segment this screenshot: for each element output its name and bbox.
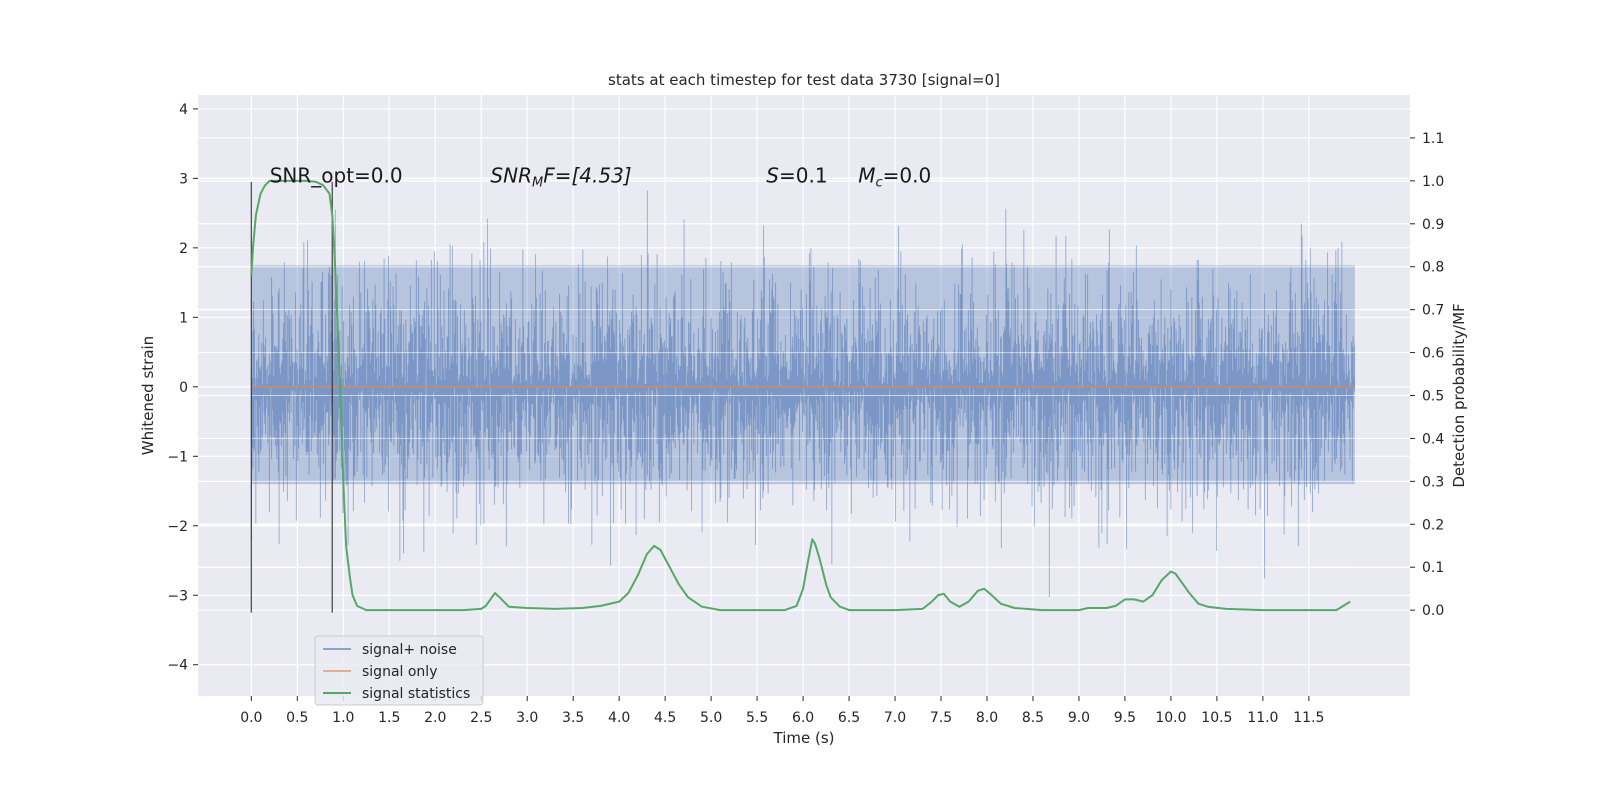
axes: 0.0 0.5 1.0 1.5 2.0 2.5 3.0 3.5 4.0 4.5 5.0 5.5 6.0 6…: [167, 102, 1444, 726]
y2-axis-label: Detection probability/MF: [1450, 303, 1468, 487]
x-tick-label-2: 1.0: [332, 710, 354, 726]
signal-statistics-line: [250, 179, 1351, 612]
x-tick-label-17: 8.5: [1022, 710, 1044, 726]
markers: [250, 181, 333, 613]
snr-mf-rest: F=[4.53]: [543, 163, 631, 187]
mc-val-sub: c: [876, 175, 883, 190]
y-tick-label-7: 3: [179, 171, 188, 187]
x-tick-label-7: 3.5: [562, 710, 584, 726]
x-axis-label: Time (s): [773, 729, 835, 747]
x-tick-label-15: 7.5: [930, 710, 952, 726]
y-tick-label-3: −1: [167, 449, 188, 465]
y-axis-label: Whitened strain: [139, 336, 157, 455]
mc-val-main: M: [858, 163, 875, 187]
annotation-snr-opt: SNR_opt=0.0: [270, 163, 403, 187]
noise-core-band: [251, 265, 1355, 485]
annotations: SNR_opt=0.0 SNRMF=[4.53] S=0.1 Mc=0.0: [270, 163, 932, 190]
y-tick-label-8: 4: [179, 102, 188, 118]
x-tick-label-10: 5.0: [700, 710, 722, 726]
y2-tick-label-9: 0.9: [1422, 217, 1444, 233]
legend-label-signal-only: signal only: [362, 664, 437, 680]
annotation-snr-mf: SNRMF=[4.53]: [490, 163, 631, 190]
x-tick-label-11: 5.5: [746, 710, 768, 726]
x-tick-label-19: 9.5: [1114, 710, 1136, 726]
y2-tick-label-11: 1.1: [1422, 131, 1444, 147]
y2-tick-label-6: 0.6: [1422, 346, 1444, 362]
x-tick-label-1: 0.5: [286, 710, 308, 726]
legend-box: [314, 635, 484, 706]
y2-tick-label-8: 0.8: [1422, 260, 1444, 276]
x-tick-label-6: 3.0: [516, 710, 538, 726]
x-tick-label-13: 6.5: [838, 710, 860, 726]
x-tick-label-3: 1.5: [378, 710, 400, 726]
y-tick-label-0: −4: [167, 658, 188, 674]
s-val-rest: =0.1: [779, 163, 828, 187]
x-tick-label-9: 4.5: [654, 710, 676, 726]
annotation-s-val: S=0.1: [766, 163, 827, 187]
x-tick-label-22: 11.0: [1247, 710, 1278, 726]
x-tick-label-12: 6.0: [792, 710, 814, 726]
y2-tick-label-3: 0.3: [1422, 474, 1444, 490]
series-signal-noise: [250, 137, 1356, 611]
x-tick-label-16: 8.0: [976, 710, 998, 726]
legend-label-signal-noise: signal+ noise: [362, 642, 457, 658]
y2-tick-label-2: 0.2: [1422, 517, 1444, 533]
x-tick-label-4: 2.0: [424, 710, 446, 726]
chart-title: stats at each timestep for test data 373…: [608, 71, 1000, 89]
x-tick-label-18: 9.0: [1068, 710, 1090, 726]
snr-mf-main: SNR: [490, 163, 532, 187]
y2-tick-label-0: 0.0: [1422, 603, 1444, 619]
legend: signal+ noise signal only signal statist…: [314, 635, 484, 706]
s-val-main: S: [766, 163, 779, 187]
y2-tick-label-4: 0.4: [1422, 431, 1444, 447]
annotation-mc-val: Mc=0.0: [858, 163, 931, 190]
y-tick-label-1: −3: [167, 588, 188, 604]
x-tick-label-0: 0.0: [240, 710, 262, 726]
y2-tick-label-1: 0.1: [1422, 560, 1444, 576]
y2-tick-label-10: 1.0: [1422, 174, 1444, 190]
snr-mf-sub: M: [532, 175, 543, 190]
x-tick-label-21: 10.5: [1201, 710, 1232, 726]
y-tick-label-5: 1: [179, 310, 188, 326]
series-signal-statistics: [250, 179, 1351, 612]
mc-val-rest: =0.0: [883, 163, 932, 187]
y2-tick-label-7: 0.7: [1422, 303, 1444, 319]
x-tick-label-14: 7.0: [884, 710, 906, 726]
y-tick-label-4: 0: [179, 380, 188, 396]
y-tick-label-6: 2: [179, 241, 188, 257]
y2-tick-label-5: 0.5: [1422, 389, 1444, 405]
x-tick-label-20: 10.0: [1155, 710, 1186, 726]
x-tick-label-5: 2.5: [470, 710, 492, 726]
x-tick-label-23: 11.5: [1293, 710, 1324, 726]
x-tick-label-8: 4.0: [608, 710, 630, 726]
legend-label-signal-statistics: signal statistics: [362, 686, 470, 702]
y-tick-label-2: −2: [167, 519, 188, 535]
